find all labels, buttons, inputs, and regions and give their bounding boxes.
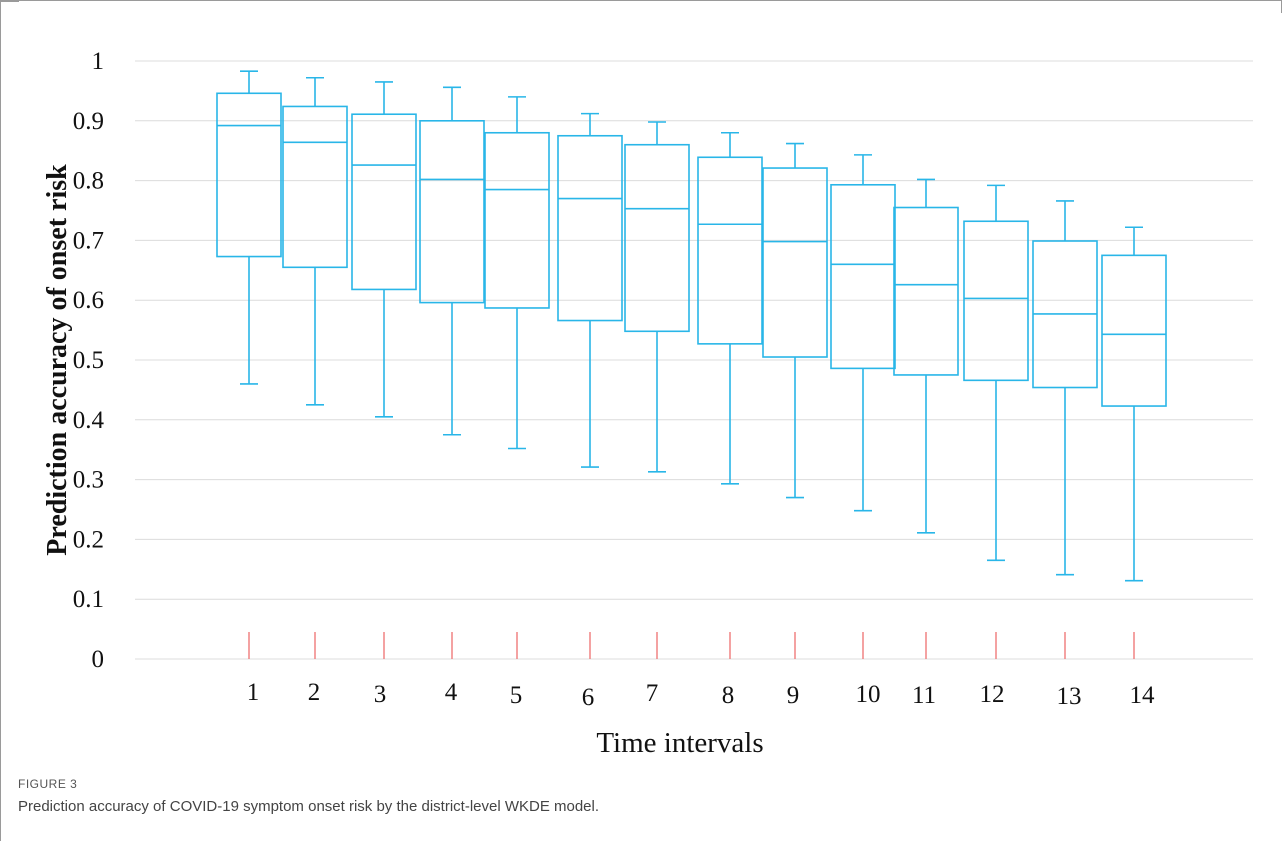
y-tick-label: 1 xyxy=(92,48,105,75)
box-1 xyxy=(216,70,282,385)
y-tick-label: 0.5 xyxy=(73,347,104,374)
x-tick-label: 13 xyxy=(1057,683,1082,710)
box-3 xyxy=(351,81,417,418)
box-4 xyxy=(419,86,485,436)
y-tick-label: 0 xyxy=(92,646,105,673)
box-11 xyxy=(893,178,959,534)
iqr-box xyxy=(216,92,282,258)
iqr-box xyxy=(697,156,763,345)
iqr-box xyxy=(351,113,417,291)
box-6 xyxy=(557,112,623,468)
iqr-box xyxy=(830,183,896,370)
x-tick-label: 12 xyxy=(980,681,1005,708)
x-markers xyxy=(248,632,1135,659)
y-tick-label: 0.1 xyxy=(73,586,104,613)
x-tick-label: 10 xyxy=(856,681,881,708)
iqr-box xyxy=(762,167,828,358)
x-tick-label: 3 xyxy=(374,681,387,708)
x-tick-label: 8 xyxy=(722,682,735,709)
box-13 xyxy=(1032,200,1098,576)
x-tick-labels: 1 2 3 4 5 6 7 8 9 10 11 12 13 14 xyxy=(247,679,1155,711)
iqr-box xyxy=(893,206,959,376)
iqr-box xyxy=(963,220,1029,382)
y-tick-label: 0.7 xyxy=(73,227,104,254)
iqr-box xyxy=(1101,254,1167,407)
box-10 xyxy=(830,154,896,512)
x-tick-label: 6 xyxy=(582,684,595,711)
x-axis-title: Time intervals xyxy=(596,727,763,759)
y-tick-label: 0.4 xyxy=(73,407,105,434)
y-tick-label: 0.8 xyxy=(73,168,104,195)
iqr-box xyxy=(557,134,623,322)
iqr-box xyxy=(282,105,348,269)
box-12 xyxy=(963,184,1029,562)
boxes xyxy=(216,70,1167,582)
x-tick-label: 9 xyxy=(787,682,800,709)
x-tick-label: 2 xyxy=(308,679,321,706)
y-tick-labels: 0 0.1 0.2 0.3 0.4 0.5 0.6 0.7 0.8 0.9 1 xyxy=(73,48,105,673)
box-14 xyxy=(1101,226,1167,582)
box-8 xyxy=(697,131,763,485)
iqr-box xyxy=(624,143,690,333)
x-tick-label: 7 xyxy=(646,680,659,707)
x-tick-label: 1 xyxy=(247,679,260,706)
box-9 xyxy=(762,142,828,499)
figure-label: FIGURE 3 xyxy=(18,777,78,791)
figure-caption: Prediction accuracy of COVID-19 symptom … xyxy=(18,798,600,815)
y-tick-label: 0.2 xyxy=(73,526,104,553)
y-tick-label: 0.9 xyxy=(73,108,104,135)
x-tick-label: 4 xyxy=(445,679,458,706)
y-tick-label: 0.6 xyxy=(73,287,104,314)
grid-lines xyxy=(135,60,1253,660)
box-2 xyxy=(282,76,348,406)
iqr-box xyxy=(419,120,485,304)
x-tick-label: 14 xyxy=(1130,682,1156,709)
y-tick-label: 0.3 xyxy=(73,467,104,494)
iqr-box xyxy=(484,131,550,309)
box-7 xyxy=(624,121,690,473)
x-tick-label: 11 xyxy=(912,682,936,709)
x-tick-label: 5 xyxy=(510,682,523,709)
y-axis-title: Prediction accuracy of onset risk xyxy=(42,164,73,556)
box-5 xyxy=(484,96,550,450)
